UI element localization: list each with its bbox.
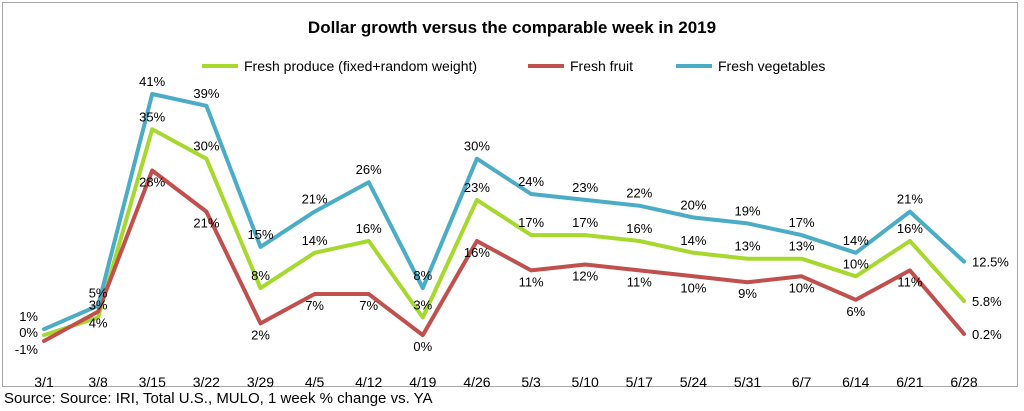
x-tick-label: 3/15 [139, 374, 166, 390]
legend-swatch-fresh-vegetables [676, 64, 712, 68]
data-label-fresh-fruit: 16% [464, 245, 490, 260]
data-label-fresh-vegetables: 26% [356, 162, 382, 177]
data-label-fresh-produce: 5.8% [972, 294, 1002, 309]
data-label-fresh-produce: 23% [464, 180, 490, 195]
x-tick-label: 4/5 [305, 374, 325, 390]
data-label-fresh-fruit: 11% [519, 274, 544, 289]
data-label-fresh-vegetables: 5% [89, 286, 108, 301]
legend-label-fresh-vegetables: Fresh vegetables [718, 58, 826, 74]
data-label-fresh-fruit: 0% [413, 339, 432, 354]
data-label-fresh-fruit: 10% [789, 280, 815, 295]
x-tick-label: 5/17 [626, 374, 653, 390]
legend-item-fresh-vegetables: Fresh vegetables [676, 58, 825, 74]
data-label-fresh-produce: 14% [302, 233, 328, 248]
data-label-fresh-produce: 17% [572, 215, 598, 230]
data-label-fresh-fruit: 11% [897, 274, 922, 289]
legend-label-fresh-fruit: Fresh fruit [570, 58, 634, 74]
data-label-fresh-vegetables: 30% [464, 139, 490, 154]
x-tick-label: 5/3 [521, 374, 541, 390]
chart-legend: Fresh produce (fixed+random weight) Fres… [0, 58, 1024, 80]
data-label-fresh-vegetables: 39% [193, 86, 219, 101]
data-label-fresh-vegetables: 19% [734, 203, 760, 218]
x-tick-label: 3/1 [34, 374, 54, 390]
data-label-fresh-vegetables: 41% [139, 74, 165, 89]
data-label-fresh-produce: 30% [193, 139, 219, 154]
x-tick-label: 6/21 [896, 374, 923, 390]
x-tick-label: 6/14 [842, 374, 869, 390]
legend-item-fresh-fruit: Fresh fruit [528, 58, 633, 74]
data-label-fresh-vegetables: 17% [789, 215, 815, 230]
chart-title: Dollar growth versus the comparable week… [307, 18, 717, 37]
data-label-fresh-vegetables: 8% [413, 268, 432, 283]
data-label-fresh-vegetables: 15% [247, 227, 273, 242]
data-label-fresh-vegetables: 12.5% [972, 255, 1009, 270]
data-label-fresh-fruit: 4% [89, 316, 108, 331]
x-tick-label: 3/29 [247, 374, 274, 390]
data-label-fresh-fruit: 11% [627, 274, 652, 289]
x-tick-label: 6/7 [792, 374, 812, 390]
data-label-fresh-produce: 16% [356, 221, 382, 236]
data-label-fresh-fruit: 10% [680, 280, 706, 295]
data-label-fresh-produce: 13% [789, 239, 815, 254]
data-label-fresh-vegetables: 20% [680, 198, 706, 213]
data-label-fresh-fruit: 0.2% [972, 327, 1002, 342]
x-tick-label: 4/19 [409, 374, 436, 390]
data-label-fresh-fruit: 6% [846, 304, 865, 319]
series-line-fresh-vegetables [42, 92, 966, 332]
legend-swatch-fresh-fruit [528, 64, 564, 68]
data-label-fresh-fruit: 9% [738, 286, 757, 301]
data-label-fresh-vegetables: 24% [518, 174, 544, 189]
x-tick-label: 3/22 [193, 374, 220, 390]
data-label-fresh-produce: 17% [518, 215, 544, 230]
data-label-fresh-vegetables: 23% [572, 180, 598, 195]
legend-item-fresh-produce: Fresh produce (fixed+random weight) [202, 58, 477, 74]
series-line-fresh-produce [42, 127, 966, 338]
x-tick-label: 4/26 [463, 374, 490, 390]
data-label-fresh-fruit: 2% [251, 327, 270, 342]
x-tick-label: 5/24 [680, 374, 707, 390]
legend-swatch-fresh-produce [202, 64, 238, 68]
data-label-fresh-produce: 3% [413, 298, 432, 313]
data-label-fresh-vegetables: 22% [626, 186, 652, 201]
x-tick-label: 4/12 [355, 374, 382, 390]
series-line-fresh-fruit [42, 168, 966, 343]
data-label-fresh-produce: 13% [734, 239, 760, 254]
data-label-fresh-produce: 0% [19, 325, 38, 340]
data-label-fresh-fruit: 7% [359, 298, 378, 313]
x-tick-label: 6/28 [950, 374, 977, 390]
data-label-fresh-vegetables: 21% [302, 192, 328, 207]
legend-label-fresh-produce: Fresh produce (fixed+random weight) [244, 58, 478, 74]
data-label-fresh-vegetables: 1% [19, 309, 38, 324]
x-tick-label: 3/8 [88, 374, 108, 390]
data-label-fresh-produce: 16% [626, 221, 652, 236]
data-label-fresh-produce: 10% [843, 256, 869, 271]
data-label-fresh-fruit: -1% [15, 342, 39, 357]
chart-frame [2, 2, 1018, 387]
data-label-fresh-vegetables: 14% [843, 233, 869, 248]
data-label-fresh-produce: 16% [897, 221, 923, 236]
data-label-fresh-vegetables: 21% [897, 192, 923, 207]
data-label-fresh-fruit: 21% [193, 216, 219, 231]
data-label-fresh-fruit: 7% [305, 298, 324, 313]
data-label-fresh-produce: 3% [89, 298, 108, 313]
x-tick-label: 5/10 [572, 374, 599, 390]
data-label-fresh-produce: 35% [139, 109, 165, 124]
data-label-fresh-fruit: 12% [572, 269, 598, 284]
x-tick-label: 5/31 [734, 374, 761, 390]
data-label-fresh-produce: 14% [680, 233, 706, 248]
data-label-fresh-produce: 8% [251, 268, 270, 283]
source-note: Source: Source: IRI, Total U.S., MULO, 1… [4, 390, 433, 407]
data-label-fresh-fruit: 28% [139, 175, 165, 190]
